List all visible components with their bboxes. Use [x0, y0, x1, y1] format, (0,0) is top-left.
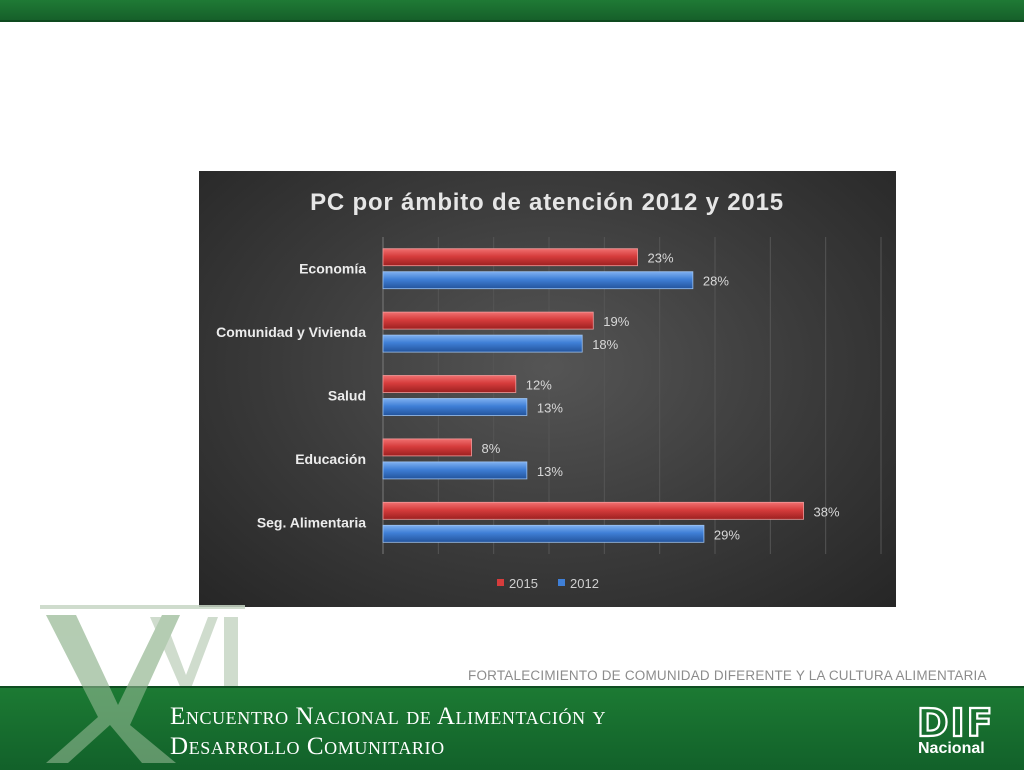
legend-label-2015: 2015: [509, 576, 538, 591]
category-label: Economía: [299, 261, 366, 277]
legend: 2015 2012: [497, 576, 599, 591]
dif-logo: DIF: [916, 700, 995, 746]
bar-chart: PC por ámbito de atención 2012 y 2015 Ec…: [216, 189, 882, 591]
dif-logo-letters: DIF: [917, 701, 995, 745]
category-label: Educación: [295, 451, 366, 467]
footer-bar: Encuentro Nacional de Alimentación y Des…: [0, 686, 1024, 770]
data-label: 38%: [814, 504, 840, 519]
chart-title: PC por ámbito de atención 2012 y 2015: [310, 189, 784, 216]
footer-title-line-1: Encuentro Nacional de Alimentación y: [170, 703, 607, 730]
dif-logo-subtitle: Nacional: [918, 740, 985, 757]
data-label: 13%: [537, 401, 563, 416]
bar-2015: [382, 375, 517, 393]
legend-swatch-2015: [497, 579, 504, 586]
footer-title-line-2: Desarrollo Comunitario: [170, 733, 445, 760]
bar-2015: [382, 248, 638, 267]
bar-2015: [382, 501, 804, 520]
category-label: Seg. Alimentaria: [257, 514, 366, 530]
bar-2012: [382, 398, 528, 416]
data-label: 23%: [648, 251, 674, 266]
legend-swatch-2012: [558, 579, 565, 586]
top-banner: [0, 0, 1024, 22]
bar-2012: [382, 461, 528, 480]
tagline: FORTALECIMIENTO DE COMUNIDAD DIFERENTE Y…: [468, 668, 987, 683]
category-label: Comunidad y Vivienda: [216, 324, 366, 340]
data-label: 18%: [592, 337, 618, 352]
legend-label-2012: 2012: [570, 576, 599, 591]
data-label: 8%: [482, 441, 501, 456]
bar-2015: [382, 438, 472, 457]
data-labels: 23% 28% 19% 18% 12% 13% 8% 13% 38% 29%: [482, 251, 840, 543]
category-labels: Economía Comunidad y Vivienda Salud Educaci…: [216, 261, 366, 531]
chart-panel: PC por ámbito de atención 2012 y 2015 Ec…: [199, 171, 896, 607]
bar-2015: [382, 311, 594, 330]
bar-2012: [382, 524, 705, 543]
bars: [382, 248, 804, 543]
grid-lines: [382, 237, 882, 554]
data-label: 12%: [526, 378, 552, 393]
bar-2012: [382, 334, 583, 353]
category-label: Salud: [328, 388, 366, 404]
data-label: 19%: [603, 314, 629, 329]
data-label: 28%: [703, 274, 729, 289]
data-label: 13%: [537, 464, 563, 479]
data-label: 29%: [714, 527, 740, 542]
footer-title: Encuentro Nacional de Alimentación y Des…: [170, 702, 606, 762]
bar-2012: [382, 271, 694, 290]
